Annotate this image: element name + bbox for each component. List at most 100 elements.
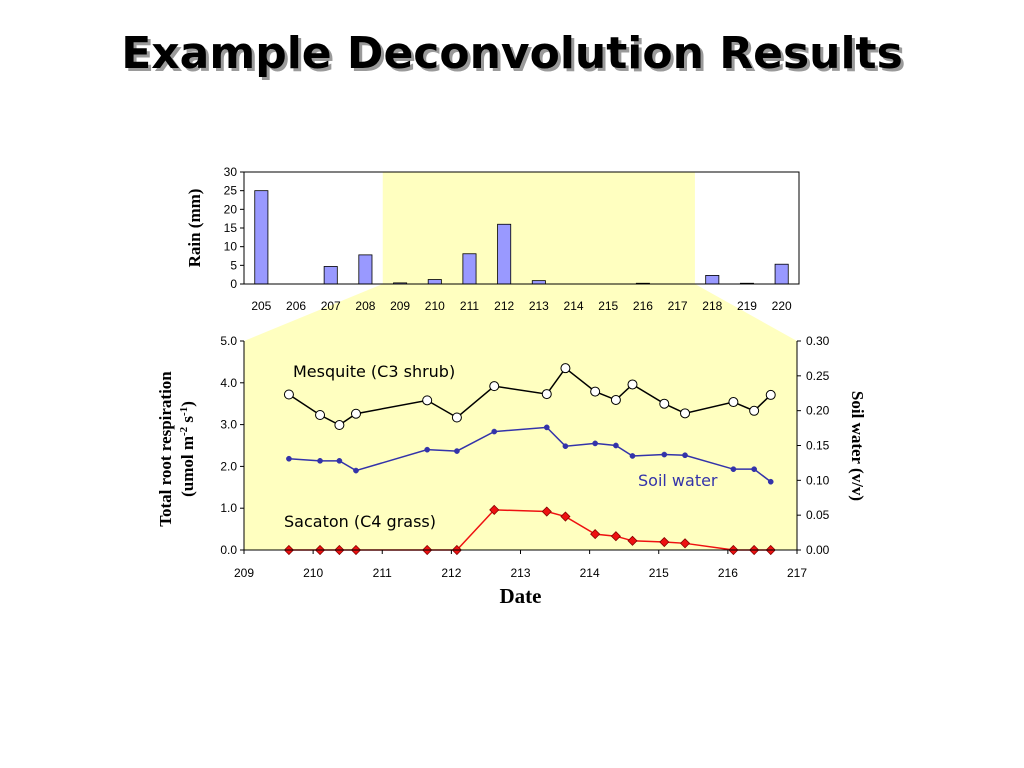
soil-water-point xyxy=(613,442,619,449)
rain-bar-213 xyxy=(531,280,546,285)
sacaton-point xyxy=(627,535,638,546)
sacaton-point xyxy=(659,536,670,548)
resp-y2tick-label: 0.10 xyxy=(806,473,830,487)
rain-bar-205 xyxy=(254,190,269,285)
soil-water-point xyxy=(543,424,550,431)
rain-bar-211 xyxy=(462,253,477,285)
sacaton-point xyxy=(610,531,621,542)
resp-xtick-label: 209 xyxy=(234,566,254,580)
resp-ylabel-line2: (umol m xyxy=(178,436,197,497)
soil-water-point xyxy=(491,428,498,435)
soil-water-point xyxy=(317,457,323,464)
resp-xtick-label: 210 xyxy=(303,566,323,580)
mesquite-point xyxy=(560,363,571,374)
resp-y2tick-label: 0.30 xyxy=(806,334,830,348)
rain-xtick-label: 205 xyxy=(251,299,271,313)
mesquite-point xyxy=(489,381,500,392)
slide-title: Example Deconvolution Results xyxy=(121,28,903,79)
mesquite-point xyxy=(590,386,601,397)
sacaton-point xyxy=(679,538,691,549)
rain-xtick-label: 213 xyxy=(529,299,549,313)
rain-xtick-label: 212 xyxy=(494,299,514,313)
rain-ytick-label: 15 xyxy=(224,221,238,235)
rain-xtick-label: 211 xyxy=(460,299,479,313)
rain-ytick-label: 20 xyxy=(224,202,238,216)
resp-ylabel-mid: s xyxy=(178,416,197,427)
rain-xtick-label: 216 xyxy=(633,299,653,313)
mesquite-point xyxy=(334,420,345,431)
sacaton-point xyxy=(541,506,552,517)
rain-bar-220 xyxy=(774,263,789,285)
soil-water-point xyxy=(562,443,569,450)
resp-xtick-label: 211 xyxy=(373,566,392,580)
mesquite-point xyxy=(627,379,638,390)
soil-water-point xyxy=(767,478,774,485)
rain-xtick-label: 207 xyxy=(321,299,341,313)
resp-ylabel: Total root respiration (umol m-2 s-1) xyxy=(156,371,197,527)
resp-y2label: Soil water (v/v) xyxy=(848,391,867,501)
rain-xtick-label: 210 xyxy=(425,299,445,313)
mesquite-point xyxy=(659,398,670,409)
resp-y2tick-label: 0.05 xyxy=(806,508,830,522)
rain-bar-210 xyxy=(427,279,442,285)
soil-water-point xyxy=(629,453,636,459)
resp-xtick-label: 215 xyxy=(649,566,669,580)
mesquite-point xyxy=(749,405,760,416)
rain-bar-212 xyxy=(497,223,512,285)
resp-ylabel-sup1: -2 xyxy=(178,426,190,436)
resp-xtick-label: 213 xyxy=(510,566,530,580)
resp-y2tick-label: 0.20 xyxy=(806,404,830,418)
rain-xtick-label: 219 xyxy=(737,299,757,313)
mesquite-point xyxy=(680,408,691,419)
resp-ytick-label: 3.0 xyxy=(220,418,237,432)
soil-water-point xyxy=(682,452,688,459)
mesquite-point xyxy=(610,394,621,405)
sacaton-point xyxy=(590,529,601,540)
soil-water-point xyxy=(286,455,292,462)
mesquite-point xyxy=(728,397,739,408)
resp-ytick-label: 4.0 xyxy=(220,376,237,390)
rain-ytick-label: 0 xyxy=(230,277,237,291)
rain-xtick-label: 208 xyxy=(355,299,375,313)
soil-water-point xyxy=(424,446,431,453)
sacaton-point xyxy=(560,511,571,522)
mesquite-series-label: Mesquite (C3 shrub) xyxy=(293,362,455,381)
soil-water-point xyxy=(336,457,343,464)
soil-water-series-label: Soil water xyxy=(638,471,718,490)
mesquite-point xyxy=(541,389,552,400)
resp-ytick-label: 0.0 xyxy=(220,543,237,557)
resp-ytick-label: 1.0 xyxy=(220,501,237,515)
resp-plot-background xyxy=(244,341,797,550)
rain-xtick-label: 214 xyxy=(564,299,584,313)
rain-ytick-label: 25 xyxy=(224,184,238,198)
soil-water-point xyxy=(661,451,668,458)
rain-xtick-label: 209 xyxy=(390,299,410,313)
rain-xtick-label: 206 xyxy=(286,299,306,313)
soil-water-point xyxy=(592,440,599,447)
rain-ylabel: Rain (mm) xyxy=(185,189,204,268)
resp-xtick-label: 214 xyxy=(580,566,600,580)
resp-ylabel-sup2: -1 xyxy=(178,407,190,416)
mesquite-point xyxy=(422,395,433,406)
soil-water-point xyxy=(730,466,737,473)
rain-ytick-label: 5 xyxy=(230,258,237,272)
sacaton-point xyxy=(489,504,500,515)
mesquite-point xyxy=(315,409,326,420)
resp-y2tick-label: 0.00 xyxy=(806,543,830,557)
resp-y2tick-label: 0.15 xyxy=(806,439,830,453)
rain-bar-207 xyxy=(323,266,338,285)
respiration-line-chart: 0.0 1.0 2.0 3.0 4.0 5.0 0.00 0.05 0.10 0.15 0.20 0.… xyxy=(156,334,867,608)
sacaton-series-label: Sacaton (C4 grass) xyxy=(284,512,436,531)
mesquite-point xyxy=(451,412,462,423)
resp-ylabel-end: ) xyxy=(178,401,197,407)
resp-xtick-label: 216 xyxy=(718,566,738,580)
mesquite-point xyxy=(283,389,294,400)
zoom-funnel-shape xyxy=(244,284,797,341)
rain-bar-218 xyxy=(705,275,720,285)
resp-xlabel: Date xyxy=(500,584,542,608)
resp-ytick-label: 5.0 xyxy=(220,334,237,348)
rain-ytick-label: 10 xyxy=(224,240,238,254)
soil-water-point xyxy=(454,448,460,454)
rain-xtick-label: 217 xyxy=(668,299,688,313)
